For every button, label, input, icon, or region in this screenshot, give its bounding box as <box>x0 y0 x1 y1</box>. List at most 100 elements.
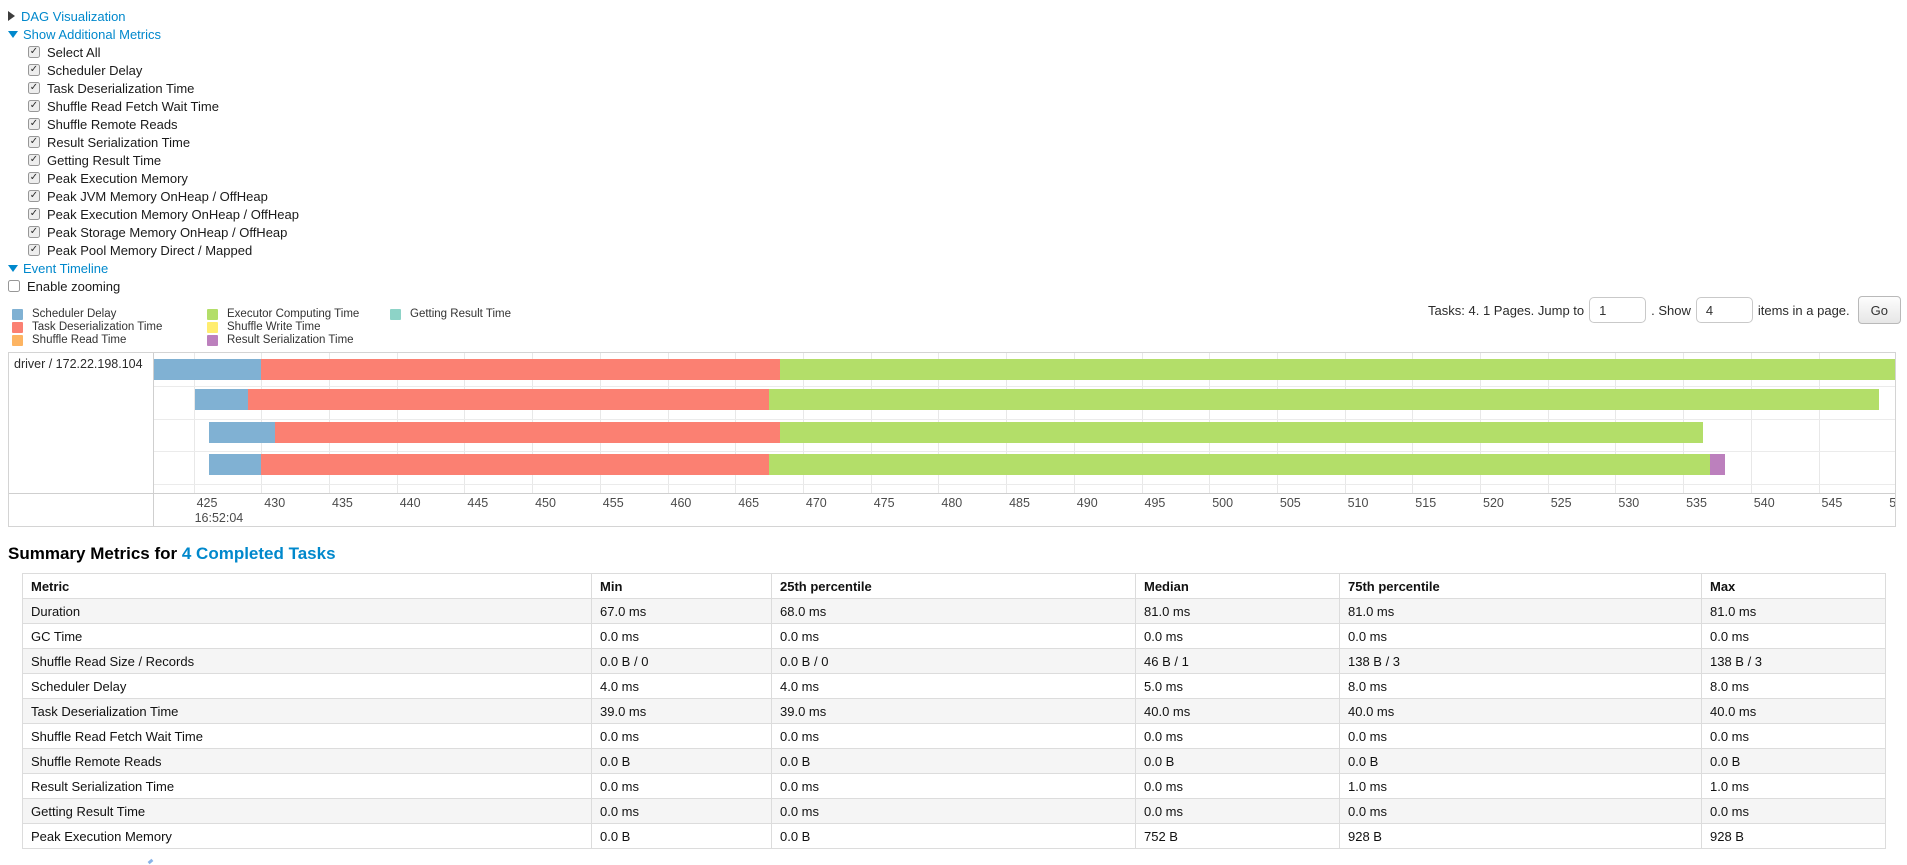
metric-value-cell: 752 B <box>1135 823 1340 849</box>
group-label-column-border <box>153 353 154 526</box>
metric-name-cell: Task Deserialization Time <box>22 698 592 724</box>
timeline-task-bar[interactable] <box>208 454 1725 475</box>
metric-value-cell: 0.0 ms <box>591 623 772 649</box>
table-row-gc-time: GC Time 0.0 ms 0.0 ms 0.0 ms 0.0 ms 0.0 ms <box>22 623 1886 649</box>
additional-metrics-toggle[interactable]: Show Additional Metrics <box>0 25 299 43</box>
gridline-vertical <box>1750 353 1752 493</box>
metric-value-cell: 138 B / 3 <box>1701 648 1886 674</box>
checkbox-label: Result Serialization Time <box>47 134 191 150</box>
arrow-down-icon <box>8 30 18 38</box>
table-header-row: Metric Min 25th percentile Median 75th perce… <box>22 573 1886 599</box>
metric-name-cell: Shuffle Read Fetch Wait Time <box>22 723 592 749</box>
axis-tick-label: 535 <box>1686 496 1707 510</box>
checkbox-label: Peak Pool Memory Direct / Mapped <box>47 242 253 258</box>
legend-swatch-result-serialization-time <box>207 334 218 346</box>
metric-value-cell: 0.0 ms <box>591 723 772 749</box>
items-per-page-input[interactable] <box>1695 297 1753 323</box>
checkbox-peak-jvm-memory-onheap-offheap[interactable]: ✓ <box>28 190 40 202</box>
checkbox-label: Scheduler Delay <box>47 62 143 78</box>
checkbox-label: Task Deserialization Time <box>47 80 195 96</box>
checkbox-result-serialization-time[interactable]: ✓ <box>28 136 40 148</box>
checkbox-scheduler-delay[interactable]: ✓ <box>28 64 40 76</box>
checkbox-shuffle-read-fetch-wait-time[interactable]: ✓ <box>28 100 40 112</box>
metric-checkbox-row: ✓ Peak Storage Memory OnHeap / OffHeap <box>0 223 299 241</box>
metric-value-cell: 0.0 ms <box>1339 798 1702 824</box>
legend-item: Shuffle Write Time <box>207 321 390 333</box>
metric-value-cell: 0.0 B <box>591 748 772 774</box>
metric-name-cell: Getting Result Time <box>22 798 592 824</box>
metric-value-cell: 0.0 ms <box>1135 773 1340 799</box>
axis-tick-label: 500 <box>1212 496 1234 510</box>
axis-tick-label: 440 <box>399 496 421 510</box>
metric-value-cell: 81.0 ms <box>1135 598 1340 624</box>
timeline-task-bar[interactable] <box>195 389 1880 410</box>
table-row-result-serialization-time: Result Serialization Time 0.0 ms 0.0 ms 0.0… <box>22 773 1886 799</box>
dag-visualization-link[interactable]: DAG Visualization <box>21 8 126 24</box>
task-pagination: Tasks: 4. 1 Pages. Jump to . Show items … <box>1428 296 1901 324</box>
jump-to-page-input[interactable] <box>1589 297 1647 323</box>
timeline-task-bar[interactable] <box>154 359 1895 380</box>
axis-tick-label: 445 <box>467 496 489 510</box>
checkbox-peak-storage-memory-onheap-offheap[interactable]: ✓ <box>28 226 40 238</box>
column-header-metric: Metric <box>22 573 592 599</box>
checkbox-task-deserialization-time[interactable]: ✓ <box>28 82 40 94</box>
legend-swatch-getting-result-time <box>390 308 401 320</box>
metric-checkbox-row: ✓ Result Serialization Time <box>0 133 299 151</box>
go-button[interactable]: Go <box>1857 296 1901 324</box>
checkbox-select-all[interactable]: ✓ <box>28 46 40 58</box>
metric-value-cell: 81.0 ms <box>1339 598 1702 624</box>
metric-value-cell: 0.0 B <box>1339 748 1702 774</box>
legend-column: Executor Computing Time Shuffle Write Tim… <box>207 308 390 347</box>
completed-tasks-link[interactable]: 4 Completed Tasks <box>181 544 336 563</box>
checkbox-peak-execution-memory[interactable]: ✓ <box>28 172 40 184</box>
axis-tick-label: 545 <box>1821 496 1843 510</box>
axis-tick-label: 525 <box>1550 496 1572 510</box>
metric-checkbox-row: ✓ Peak JVM Memory OnHeap / OffHeap <box>0 187 299 205</box>
legend-item: Shuffle Read Time <box>12 334 207 346</box>
table-row-task-deserialization-time: Task Deserialization Time 39.0 ms 39.0 ms 4… <box>22 698 1886 724</box>
legend-label: Executor Computing Time <box>227 308 360 320</box>
metric-value-cell: 0.0 ms <box>1135 723 1340 749</box>
summary-heading-text: Summary Metrics for <box>8 544 178 563</box>
checkbox-shuffle-remote-reads[interactable]: ✓ <box>28 118 40 130</box>
metric-value-cell: 0.0 ms <box>1701 798 1886 824</box>
axis-tick-label: 540 <box>1753 496 1775 510</box>
metric-value-cell: 0.0 ms <box>1135 798 1340 824</box>
legend-label: Scheduler Delay <box>32 308 117 320</box>
checkbox-getting-result-time[interactable]: ✓ <box>28 154 40 166</box>
segment-scheduler-delay <box>208 422 275 443</box>
event-timeline-link[interactable]: Event Timeline <box>23 260 109 276</box>
timeline-group-label: driver / 172.22.198.104 <box>14 357 143 371</box>
metric-value-cell: 0.0 ms <box>591 773 772 799</box>
checkbox-label: Select All <box>47 44 101 60</box>
enable-zooming-checkbox[interactable] <box>8 280 20 292</box>
metric-checkbox-row: ✓ Shuffle Remote Reads <box>0 115 299 133</box>
table-row-shuffle-read-fetch-wait-time: Shuffle Read Fetch Wait Time 0.0 ms 0.0 ms… <box>22 723 1886 749</box>
axis-tick-label: 430 <box>264 496 286 510</box>
cutoff-artifact <box>147 858 154 865</box>
column-header-median: Median <box>1135 573 1340 599</box>
legend-swatch-scheduler-delay <box>12 308 23 320</box>
metric-checkbox-row: ✓ Task Deserialization Time <box>0 79 299 97</box>
metric-value-cell: 40.0 ms <box>1339 698 1702 724</box>
checkbox-peak-execution-memory-onheap-offheap[interactable]: ✓ <box>28 208 40 220</box>
axis-tick-label: 475 <box>873 496 895 510</box>
metric-value-cell: 8.0 ms <box>1339 673 1702 699</box>
checkbox-peak-pool-memory-direct-mapped[interactable]: ✓ <box>28 244 40 256</box>
axis-top-border <box>9 493 1895 494</box>
event-timeline-toggle[interactable]: Event Timeline <box>0 259 299 277</box>
metric-value-cell: 0.0 B <box>1701 748 1886 774</box>
axis-tick-label: 480 <box>941 496 963 510</box>
segment-executor-computing <box>769 454 1711 475</box>
dag-visualization-toggle[interactable]: DAG Visualization <box>0 7 299 25</box>
timeline-task-bar[interactable] <box>208 422 1704 443</box>
metric-checkbox-row: ✓ Peak Pool Memory Direct / Mapped <box>0 241 299 259</box>
additional-metrics-link[interactable]: Show Additional Metrics <box>23 26 162 42</box>
column-header-max: Max <box>1701 573 1886 599</box>
metric-value-cell: 39.0 ms <box>771 698 1136 724</box>
enable-zooming-label: Enable zooming <box>27 278 121 294</box>
metric-value-cell: 46 B / 1 <box>1135 648 1340 674</box>
metric-name-cell: GC Time <box>22 623 592 649</box>
axis-major-label: 16:52:04 <box>194 511 244 525</box>
